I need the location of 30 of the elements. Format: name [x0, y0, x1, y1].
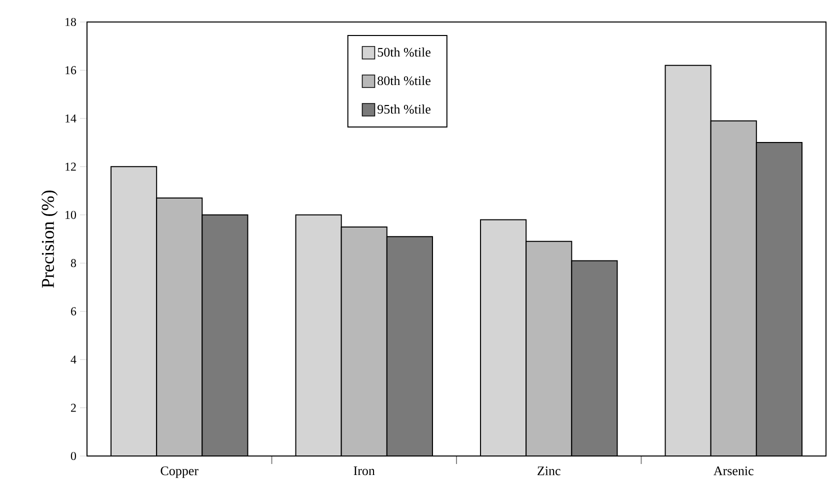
- bar: [664, 64, 712, 456]
- bar: [156, 198, 203, 456]
- y-tick-label: 6: [70, 307, 76, 316]
- y-tick-label: 12: [66, 162, 76, 171]
- bar: [572, 260, 618, 456]
- legend-label: 80th %tile: [378, 76, 430, 86]
- y-tick-label: 8: [70, 259, 76, 268]
- legend-label: 50th %tile: [378, 48, 430, 57]
- x-tick-label: Zinc: [538, 466, 560, 476]
- y-axis-title: Precision (%): [41, 190, 58, 288]
- y-tick-label: 2: [71, 404, 76, 412]
- bar: [526, 241, 572, 456]
- bar: [202, 214, 248, 456]
- legend-label: 95th %tile: [378, 104, 430, 114]
- bar: [756, 142, 802, 456]
- y-tick-label: 16: [66, 66, 76, 74]
- bar: [480, 220, 526, 456]
- y-tick-label: 14: [66, 114, 76, 122]
- y-tick-label: 4: [70, 356, 76, 364]
- y-tick-label: 18: [66, 18, 76, 26]
- bar: [710, 120, 757, 456]
- x-tick-label: Iron: [354, 466, 375, 476]
- bar: [295, 214, 342, 456]
- x-tick-label: Copper: [160, 466, 198, 478]
- y-tick-label: 0: [70, 452, 76, 460]
- y-tick-label: 10: [66, 210, 76, 219]
- bar: [110, 166, 158, 456]
- x-tick-label: Arsenic: [714, 466, 754, 476]
- bar: [386, 236, 433, 456]
- bar: [340, 226, 388, 456]
